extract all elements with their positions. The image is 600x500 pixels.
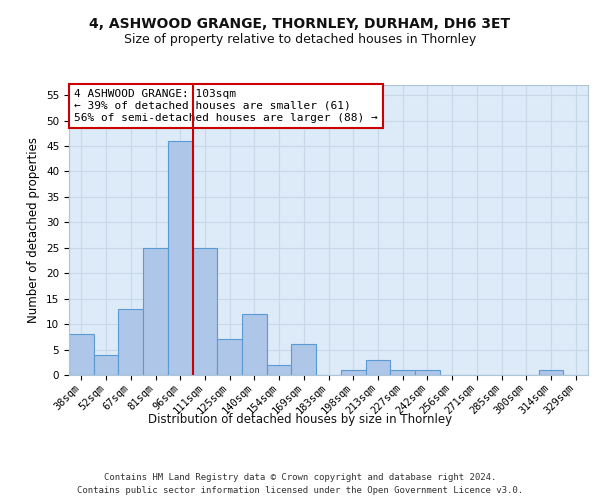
Bar — [390, 370, 415, 375]
Bar — [94, 354, 118, 375]
Text: 4, ASHWOOD GRANGE, THORNLEY, DURHAM, DH6 3ET: 4, ASHWOOD GRANGE, THORNLEY, DURHAM, DH6… — [89, 18, 511, 32]
Text: Contains HM Land Registry data © Crown copyright and database right 2024.: Contains HM Land Registry data © Crown c… — [104, 472, 496, 482]
Bar — [143, 248, 168, 375]
Bar — [341, 370, 365, 375]
Bar — [415, 370, 440, 375]
Text: Distribution of detached houses by size in Thornley: Distribution of detached houses by size … — [148, 412, 452, 426]
Bar — [292, 344, 316, 375]
Text: Contains public sector information licensed under the Open Government Licence v3: Contains public sector information licen… — [77, 486, 523, 495]
Bar — [193, 248, 217, 375]
Text: Size of property relative to detached houses in Thornley: Size of property relative to detached ho… — [124, 32, 476, 46]
Bar — [365, 360, 390, 375]
Bar — [217, 340, 242, 375]
Bar — [242, 314, 267, 375]
Bar — [539, 370, 563, 375]
Bar — [118, 309, 143, 375]
Y-axis label: Number of detached properties: Number of detached properties — [28, 137, 40, 323]
Bar — [267, 365, 292, 375]
Bar — [69, 334, 94, 375]
Text: 4 ASHWOOD GRANGE: 103sqm
← 39% of detached houses are smaller (61)
56% of semi-d: 4 ASHWOOD GRANGE: 103sqm ← 39% of detach… — [74, 90, 378, 122]
Bar — [168, 141, 193, 375]
